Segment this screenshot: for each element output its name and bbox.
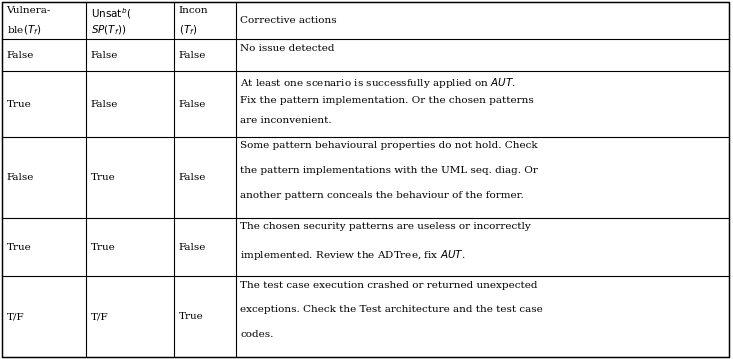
Text: implemented. Review the ADTree, fix $\mathit{AUT}$.: implemented. Review the ADTree, fix $\ma…: [240, 248, 466, 262]
Text: $(T_f)$: $(T_f)$: [179, 23, 197, 37]
Text: exceptions. Check the Test architecture and the test case: exceptions. Check the Test architecture …: [240, 305, 543, 314]
Text: $\mathrm{Unsat}^{b}($: $\mathrm{Unsat}^{b}($: [91, 6, 131, 21]
Text: True: True: [7, 100, 32, 109]
Text: T/F: T/F: [91, 312, 108, 321]
Text: True: True: [91, 243, 116, 252]
Text: another pattern conceals the behaviour of the former.: another pattern conceals the behaviour o…: [240, 191, 524, 200]
Text: the pattern implementations with the UML seq. diag. Or: the pattern implementations with the UML…: [240, 166, 538, 175]
Text: True: True: [91, 173, 116, 182]
Text: are inconvenient.: are inconvenient.: [240, 116, 332, 125]
Text: Vulnera-: Vulnera-: [7, 6, 51, 15]
Text: ble$(T_f)$: ble$(T_f)$: [7, 23, 41, 37]
Text: T/F: T/F: [7, 312, 24, 321]
Text: False: False: [179, 51, 206, 60]
Text: Corrective actions: Corrective actions: [240, 16, 337, 25]
Text: False: False: [179, 100, 206, 109]
Text: Some pattern behavioural properties do not hold. Check: Some pattern behavioural properties do n…: [240, 141, 538, 150]
Text: False: False: [91, 100, 118, 109]
Text: False: False: [7, 173, 34, 182]
Text: $SP(T_f))$: $SP(T_f))$: [91, 23, 126, 37]
Text: Fix the pattern implementation. Or the chosen patterns: Fix the pattern implementation. Or the c…: [240, 95, 534, 104]
Text: Incon: Incon: [179, 6, 208, 15]
Text: False: False: [91, 51, 118, 60]
Text: True: True: [179, 312, 204, 321]
Text: The test case execution crashed or returned unexpected: The test case execution crashed or retur…: [240, 281, 538, 290]
Text: False: False: [7, 51, 34, 60]
Text: The chosen security patterns are useless or incorrectly: The chosen security patterns are useless…: [240, 222, 531, 231]
Text: No issue detected: No issue detected: [240, 44, 335, 53]
Text: False: False: [179, 173, 206, 182]
Text: True: True: [7, 243, 32, 252]
Text: False: False: [179, 243, 206, 252]
Text: codes.: codes.: [240, 330, 274, 339]
Text: At least one scenario is successfully applied on $\mathit{AUT}$.: At least one scenario is successfully ap…: [240, 76, 517, 90]
